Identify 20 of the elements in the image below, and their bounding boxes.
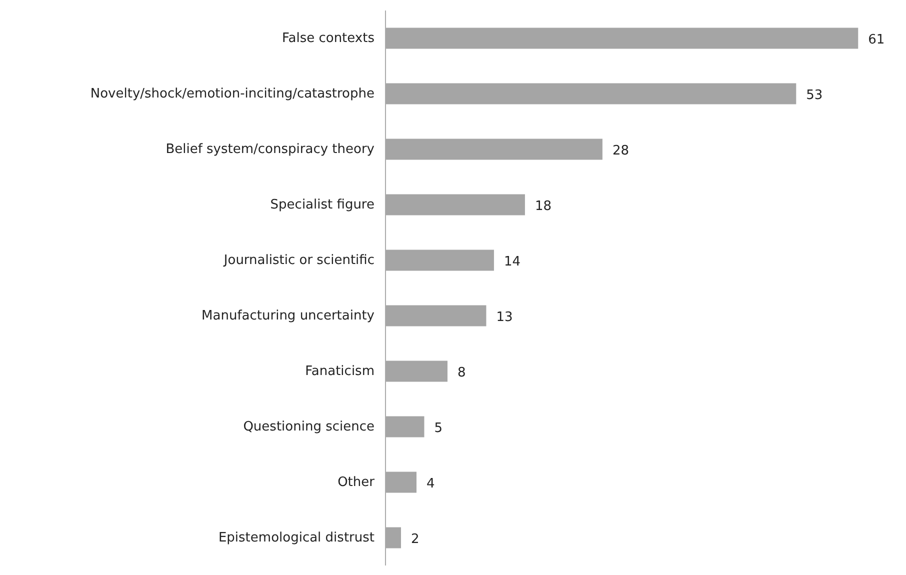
y-tick-label: Epistemological distrust (218, 530, 375, 546)
data-label: 4 (426, 476, 435, 492)
y-tick-label: Journalistic or scientific (222, 252, 375, 268)
data-label: 14 (504, 254, 521, 270)
data-label: 8 (457, 365, 466, 380)
data-label: 2 (410, 532, 420, 547)
y-tick-label: Novelty/shock/emotion-inciting/catastrophe (90, 86, 375, 102)
data-label: 18 (534, 198, 552, 214)
y-tick-label: Questioning science (243, 419, 374, 434)
data-label: 13 (496, 310, 513, 325)
y-tick-label: Specialist figure (270, 197, 375, 212)
y-tick-label: Belief system/conspiracy theory (166, 142, 375, 157)
y-tick-label: Manufacturing uncertainty (202, 308, 375, 324)
data-label: 53 (806, 88, 823, 103)
data-label: 28 (612, 143, 629, 158)
y-tick-label: Fanaticism (305, 364, 375, 379)
data-label: 61 (868, 32, 885, 48)
y-tick-label: False contexts (282, 30, 375, 46)
data-label: 5 (434, 420, 443, 436)
y-tick-label: Other (338, 474, 376, 490)
